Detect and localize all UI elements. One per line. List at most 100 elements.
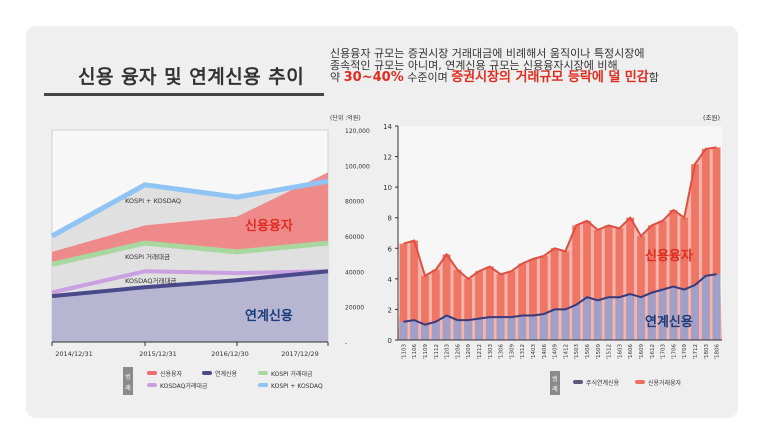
right-x-label: '1103 [401,344,407,360]
desc-line-1: 신용융자 규모는 증권시장 거래대금에 비례해서 움직이나 특정시장에 [330,47,645,60]
bar-credit-trading [647,225,656,340]
left-y-tick: 80000 [345,199,364,206]
right-x-label: '1606 [628,344,634,360]
right-legend-swatch [573,380,583,384]
bar-credit-trading [496,274,505,340]
line-kospi [51,240,329,267]
right-y-tick: 0 [388,337,392,345]
right-x-label: '1703 [661,344,667,360]
bar-credit-trading [680,217,689,340]
bar-credit-trading [712,147,721,340]
right-x-label: '1506 [585,344,591,360]
bar-credit-trading [399,243,408,340]
right-legend-tag [550,371,560,395]
label-kosdaq: KOSDAQ거래대금 [125,276,176,285]
right-x-label: '1212 [477,344,483,360]
bar-credit-trading [701,148,710,340]
bar-credit-trading [464,278,473,340]
bar-credit-trading [572,225,581,340]
right-x-label: '1309 [509,344,515,360]
left-x-label: 2014/12/31 [55,350,92,358]
bar-linked-credit [572,304,581,340]
right-y-tick: 10 [383,184,392,192]
bar-credit-trading [583,220,591,340]
bar-credit-trading [637,236,645,340]
bar-linked-credit [615,297,624,340]
left-y-tick: - [345,340,347,347]
bar-linked-credit [701,275,710,340]
right-x-label: '1603 [617,344,623,360]
bar-linked-credit [626,294,635,340]
right-x-label: '1412 [563,344,569,360]
left-legend-label: 신용융자 [160,370,183,378]
title-underline [44,93,324,96]
bar-linked-credit [518,315,527,340]
bar-linked-credit [583,297,591,340]
bar-linked-credit [410,320,419,340]
left-x-label: 2017/12/29 [281,350,318,358]
right-x-label: '1403 [531,344,537,360]
bar-linked-credit [637,297,645,340]
page-title: 신용 융자 및 연계신용 추이 [78,66,305,88]
bar-linked-credit [604,297,613,340]
desc-prefix: 약 [330,71,344,84]
description: 신용융자 규모는 증권시장 거래대금에 비례해서 움직이나 특정시장에 종속적인… [330,47,730,85]
right-x-label: '1712 [693,344,699,360]
bar-credit-trading [485,266,494,340]
bar-credit-trading [421,275,429,340]
right-y-tick: 4 [388,276,393,284]
bar-linked-credit [691,285,699,340]
right-x-label: '1406 [542,344,548,360]
label-linked-credit: 연계신용 [245,308,293,324]
desc-highlight: 증권시장의 거래규모 등락에 덜 민감 [451,70,649,85]
right-label-credit: 신용융자 [645,248,693,264]
bar-linked-credit [442,315,451,340]
bar-credit-trading [604,225,613,340]
left-legend-title-1: 범 [125,373,131,381]
right-x-label: '1206 [455,344,461,360]
left-legend-label: KOSPI 거래대금 [271,370,313,378]
bar-linked-credit [669,286,678,340]
bar-linked-credit [529,315,537,340]
bar-linked-credit [431,321,440,340]
bar-linked-credit [658,289,667,340]
area-linked-credit [52,271,328,342]
bar-credit-trading [431,269,440,340]
bar-credit-trading [691,164,699,340]
bar-linked-credit [539,314,548,340]
right-legend-label: 신용거래융자 [648,379,682,387]
line-linked-credit [51,269,329,299]
right-x-label: '1312 [520,344,526,360]
line-kospi-kosdaq [50,178,329,239]
left-y-tick: 120,000 [345,128,370,135]
desc-line-2: 종속적인 규모는 아니며, 연계신용 규모는 신용융자시장에 비해 [330,59,618,72]
right-y-tick: 12 [383,154,392,162]
right-x-label: '1409 [553,344,559,360]
right-x-label: '1209 [466,344,472,360]
left-legend-title-2: 례 [125,384,131,392]
right-legend-swatch [635,380,645,384]
right-x-label: '1203 [445,344,451,360]
line-linked-credit-right [403,273,717,326]
desc-percent: 30~40% [343,70,404,85]
label-kospi: KOSPI 거래대금 [125,252,170,261]
right-y-tick: 2 [388,306,392,314]
right-x-label: '1709 [682,344,688,360]
bar-credit-trading [669,210,678,340]
bar-credit-trading [550,248,559,340]
left-legend-swatch [258,371,268,375]
label-kospi-kosdaq: KOSPI + KOSDAQ [125,197,181,205]
bar-linked-credit [475,318,483,340]
bar-credit-trading [475,271,483,340]
desc-line-3: 약 30~40% 수준이며 증권시장의 거래규모 등락에 덜 민감함 [330,70,730,85]
desc-mid: 수준이며 [403,71,452,84]
left-x-label: 2015/12/31 [139,350,176,358]
right-x-label: '1303 [488,344,494,360]
right-x-label: '1306 [499,344,505,360]
bar-linked-credit [453,320,462,340]
bar-credit-trading [507,271,516,340]
left-unit-label: (단위 :억원) [330,114,361,122]
bar-linked-credit [496,317,505,340]
bar-credit-trading [410,240,419,340]
